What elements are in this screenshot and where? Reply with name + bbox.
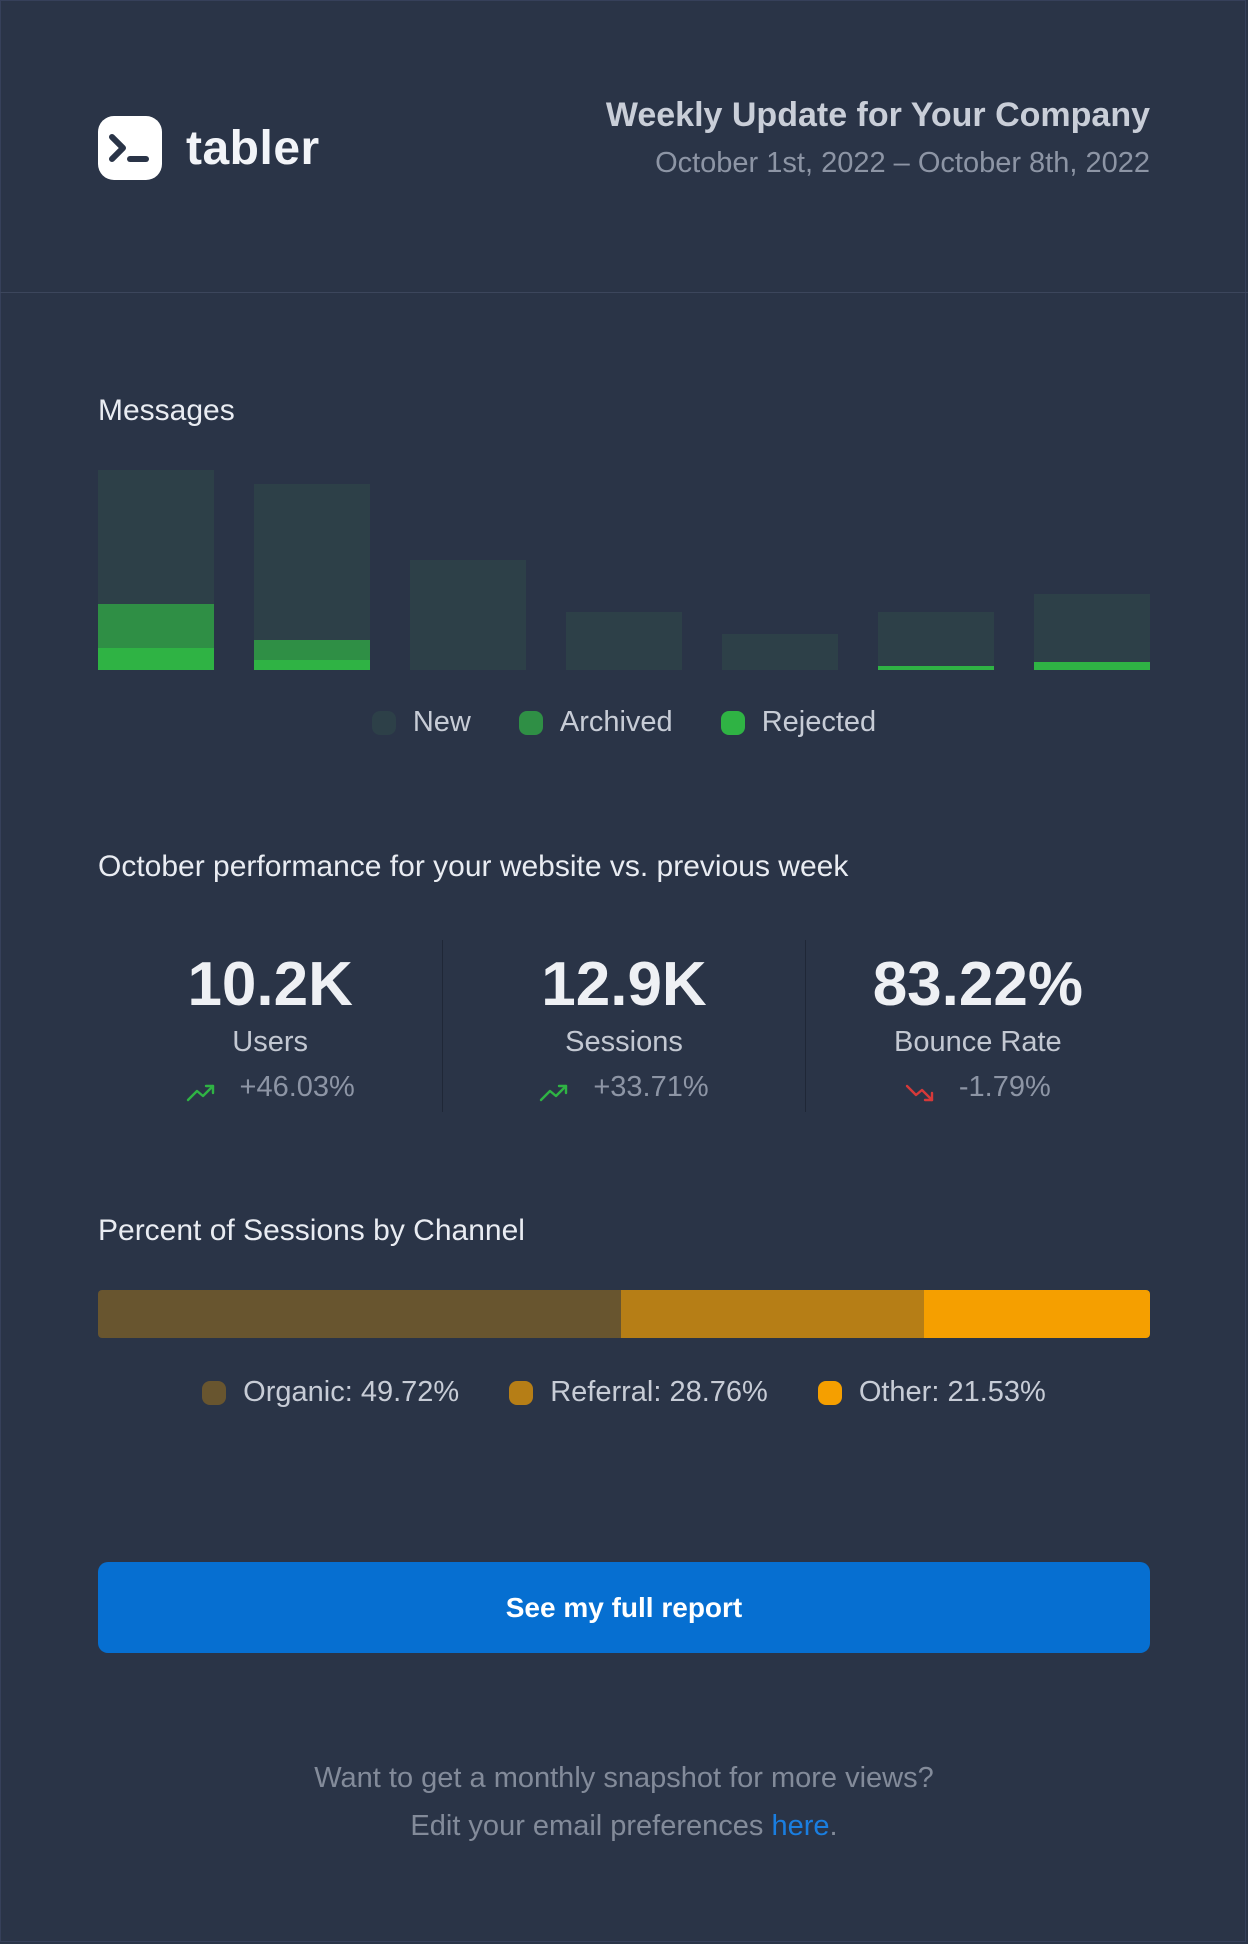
stat-value: 83.22% xyxy=(872,950,1083,1019)
legend-swatch-new xyxy=(371,710,396,735)
trending-up-icon xyxy=(186,1078,216,1101)
segment-other xyxy=(923,1290,1150,1338)
stat-label: Sessions xyxy=(565,1026,683,1058)
legend-item-archived: Archived xyxy=(518,706,673,739)
sessions-channel-bar xyxy=(98,1290,1150,1338)
see-full-report-button[interactable]: See my full report xyxy=(98,1562,1150,1653)
bar-rejected-6 xyxy=(878,666,994,670)
bar-rejected-7 xyxy=(1034,662,1150,670)
bar-new-2 xyxy=(254,484,370,640)
bar-new-1 xyxy=(98,470,214,604)
trending-up-icon xyxy=(539,1078,569,1101)
brand-name: tabler xyxy=(186,121,320,175)
legend-label-organic: Organic: 49.72% xyxy=(243,1376,460,1408)
messages-bar-chart xyxy=(98,470,1150,670)
legend-swatch-referral xyxy=(509,1380,534,1405)
performance-title: October performance for your website vs.… xyxy=(98,850,849,883)
legend-item-organic: Organic: 49.72% xyxy=(202,1376,459,1409)
stat-label: Bounce Rate xyxy=(893,1026,1062,1058)
stat-value: 12.9K xyxy=(541,950,707,1019)
legend-item-rejected: Rejected xyxy=(720,706,877,739)
legend-label-new: New xyxy=(412,706,471,738)
report-title: Weekly Update for Your Company xyxy=(605,96,1150,134)
messages-legend: New Archived Rejected xyxy=(0,706,1248,739)
legend-item-other: Other: 21.53% xyxy=(817,1376,1046,1409)
email-footer: Want to get a monthly snapshot for more … xyxy=(0,1754,1248,1850)
bar-archived-2 xyxy=(254,640,370,660)
segment-referral xyxy=(621,1290,924,1338)
bar-rejected-1 xyxy=(98,648,214,670)
legend-swatch-archived xyxy=(518,710,543,735)
bar-rejected-2 xyxy=(254,660,370,670)
legend-label-other: Other: 21.53% xyxy=(858,1376,1046,1408)
stat-sessions: 12.9K Sessions +33.71% xyxy=(442,940,804,1112)
performance-stats: 10.2K Users +46.03% 12.9K Sessions +33.7… xyxy=(98,940,1150,1112)
legend-swatch-organic xyxy=(202,1380,227,1405)
email-preferences-link[interactable]: here xyxy=(771,1810,830,1842)
stat-value: 10.2K xyxy=(187,950,353,1019)
bar-new-5 xyxy=(722,634,838,670)
stat-change: +33.71% xyxy=(443,1071,804,1104)
legend-label-rejected: Rejected xyxy=(761,706,877,738)
terminal-prompt-icon xyxy=(98,116,162,180)
footer-preferences-text: Edit your email preferences xyxy=(410,1810,772,1842)
segment-organic xyxy=(98,1290,622,1338)
stat-change: -1.79% xyxy=(806,1071,1150,1104)
header-info: Weekly Update for Your Company October 1… xyxy=(606,96,1150,180)
legend-swatch-other xyxy=(817,1380,842,1405)
footer-preferences-line: Edit your email preferences here. xyxy=(0,1802,1248,1850)
legend-item-new: New xyxy=(371,706,471,739)
bar-new-3 xyxy=(410,560,526,670)
trending-down-icon xyxy=(905,1078,935,1101)
legend-swatch-rejected xyxy=(720,710,745,735)
bar-new-6 xyxy=(878,612,994,666)
stat-change-value: +46.03% xyxy=(239,1071,355,1103)
legend-label-archived: Archived xyxy=(559,706,673,738)
brand-logo[interactable]: tabler xyxy=(98,116,320,180)
bar-new-7 xyxy=(1034,594,1150,662)
messages-chart xyxy=(98,460,1150,670)
stat-label: Users xyxy=(232,1026,309,1058)
legend-item-referral: Referral: 28.76% xyxy=(509,1376,768,1409)
footer-period: . xyxy=(829,1810,838,1842)
bar-archived-1 xyxy=(98,604,214,648)
bar-new-4 xyxy=(566,612,682,670)
channels-title: Percent of Sessions by Channel xyxy=(98,1214,525,1247)
stat-change-value: -1.79% xyxy=(958,1071,1051,1103)
channels-legend: Organic: 49.72% Referral: 28.76% Other: … xyxy=(0,1376,1248,1409)
stat-change-value: +33.71% xyxy=(593,1071,709,1103)
legend-label-referral: Referral: 28.76% xyxy=(550,1376,768,1408)
email-header: tabler Weekly Update for Your Company Oc… xyxy=(0,0,1248,293)
stat-change: +46.03% xyxy=(98,1071,442,1104)
stat-users: 10.2K Users +46.03% xyxy=(98,940,442,1112)
report-date-range: October 1st, 2022 – October 8th, 2022 xyxy=(655,147,1150,179)
stat-bounce-rate: 83.22% Bounce Rate -1.79% xyxy=(804,940,1150,1112)
footer-snapshot-text: Want to get a monthly snapshot for more … xyxy=(314,1762,934,1794)
messages-title: Messages xyxy=(98,394,235,427)
